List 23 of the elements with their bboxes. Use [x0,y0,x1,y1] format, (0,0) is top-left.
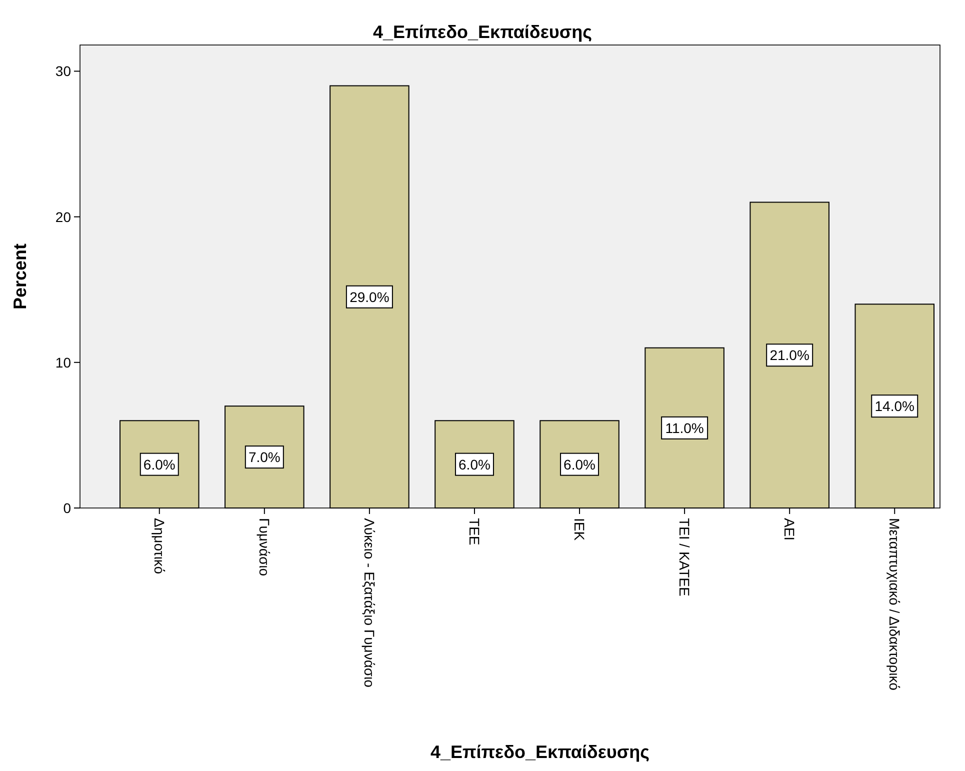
x-tick-label: Δημοτικό [151,518,168,574]
x-tick-label: ΙΕΚ [572,518,588,542]
x-tick-label: Μεταπτυχιακό / Διδακτορικό [886,518,903,691]
data-label: 21.0% [770,347,810,364]
data-label: 14.0% [874,398,914,414]
x-tick-label: ΑΕΙ [782,518,798,541]
data-label: 11.0% [665,420,704,436]
y-tick-label: 0 [63,500,72,516]
data-label: 7.0% [248,449,280,466]
data-label: 6.0% [458,456,490,472]
x-axis-title: 4_Επίπεδο_Εκπαίδευσης [430,742,650,762]
data-label: 6.0% [564,456,596,472]
y-tick-label: 20 [55,208,72,225]
x-tick-label: Λύκειο - Εξατάξιο Γυμνάσιο [361,518,378,688]
x-tick-label: ΤΕΙ / ΚΑΤΕΕ [676,518,693,596]
data-label: 6.0% [143,456,176,472]
x-tick-label: ΤΕΕ [466,518,482,546]
y-tick-label: 10 [55,354,72,370]
y-tick-label: 30 [55,63,72,80]
chart-title: 4_Επίπεδο_Εκπαίδευσης [372,22,592,42]
x-tick-label: Γυμνάσιο [256,518,272,576]
data-label: 29.0% [350,288,390,305]
y-axis-title: Percent [10,243,30,310]
